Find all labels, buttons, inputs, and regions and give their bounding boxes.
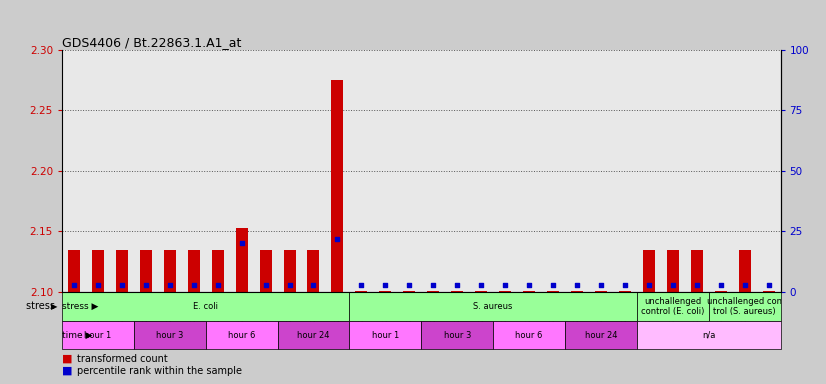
Bar xyxy=(547,291,559,292)
Bar xyxy=(421,321,493,349)
Point xyxy=(91,281,104,288)
Bar xyxy=(499,291,511,292)
Point xyxy=(115,281,129,288)
Text: hour 24: hour 24 xyxy=(297,331,330,339)
Point xyxy=(762,281,775,288)
Point xyxy=(402,281,415,288)
Bar xyxy=(307,250,320,292)
Point xyxy=(67,281,81,288)
Point xyxy=(426,281,439,288)
Bar xyxy=(355,291,368,292)
Bar xyxy=(714,291,727,292)
Text: S. aureus: S. aureus xyxy=(473,302,513,311)
Point xyxy=(139,281,152,288)
Bar xyxy=(475,291,487,292)
Bar xyxy=(134,321,206,349)
Point xyxy=(498,281,511,288)
Bar xyxy=(523,291,535,292)
Bar xyxy=(331,80,344,292)
Bar xyxy=(637,321,781,349)
Bar xyxy=(738,250,751,292)
Text: stress ▶: stress ▶ xyxy=(62,302,98,311)
Bar xyxy=(62,321,134,349)
Bar xyxy=(188,250,200,292)
Point xyxy=(330,235,344,242)
Bar xyxy=(379,291,392,292)
Text: GDS4406 / Bt.22863.1.A1_at: GDS4406 / Bt.22863.1.A1_at xyxy=(62,36,241,49)
Point xyxy=(211,281,224,288)
Bar xyxy=(667,250,679,292)
Text: hour 3: hour 3 xyxy=(156,331,183,339)
Point xyxy=(306,281,320,288)
Bar xyxy=(116,250,128,292)
Bar xyxy=(259,250,272,292)
Text: hour 3: hour 3 xyxy=(444,331,471,339)
Point xyxy=(546,281,559,288)
Bar xyxy=(68,250,80,292)
Point xyxy=(618,281,631,288)
Text: transformed count: transformed count xyxy=(77,354,168,364)
Point xyxy=(450,281,463,288)
Point xyxy=(714,281,727,288)
Bar xyxy=(691,250,703,292)
Bar xyxy=(283,250,296,292)
Bar xyxy=(278,321,349,349)
Bar xyxy=(643,250,655,292)
Text: hour 1: hour 1 xyxy=(84,331,112,339)
Bar xyxy=(92,250,104,292)
Point xyxy=(594,281,607,288)
Text: unchallenged
control (E. coli): unchallenged control (E. coli) xyxy=(641,296,705,316)
Point xyxy=(522,281,535,288)
Bar xyxy=(595,291,607,292)
Bar xyxy=(565,321,637,349)
Text: unchallenged con
trol (S. aureus): unchallenged con trol (S. aureus) xyxy=(707,296,782,316)
Bar xyxy=(619,291,631,292)
Bar xyxy=(206,321,278,349)
Text: hour 6: hour 6 xyxy=(515,331,543,339)
Point xyxy=(738,281,751,288)
Bar xyxy=(571,291,583,292)
Bar xyxy=(637,292,709,321)
Point xyxy=(235,240,248,247)
Bar xyxy=(493,321,565,349)
Text: time ▶: time ▶ xyxy=(62,331,93,339)
Text: hour 24: hour 24 xyxy=(585,331,617,339)
Bar xyxy=(349,321,421,349)
Point xyxy=(378,281,392,288)
Bar xyxy=(709,292,781,321)
Point xyxy=(666,281,679,288)
Point xyxy=(474,281,487,288)
Bar xyxy=(211,250,224,292)
Bar xyxy=(62,292,349,321)
Bar xyxy=(427,291,439,292)
Text: hour 1: hour 1 xyxy=(372,331,399,339)
Text: ■: ■ xyxy=(62,354,76,364)
Point xyxy=(259,281,272,288)
Bar xyxy=(403,291,415,292)
Point xyxy=(642,281,655,288)
Bar xyxy=(164,250,176,292)
Bar xyxy=(235,228,248,292)
Point xyxy=(163,281,176,288)
Text: hour 6: hour 6 xyxy=(228,331,255,339)
Bar xyxy=(349,292,637,321)
Text: stress: stress xyxy=(26,301,58,311)
Text: E. coli: E. coli xyxy=(193,302,218,311)
Bar xyxy=(451,291,463,292)
Bar xyxy=(140,250,152,292)
Text: ▶: ▶ xyxy=(51,302,58,311)
Point xyxy=(187,281,200,288)
Text: percentile rank within the sample: percentile rank within the sample xyxy=(77,366,242,376)
Text: ■: ■ xyxy=(62,366,76,376)
Point xyxy=(690,281,703,288)
Point xyxy=(354,281,368,288)
Point xyxy=(570,281,583,288)
Bar xyxy=(762,291,775,292)
Text: n/a: n/a xyxy=(702,331,715,339)
Point xyxy=(282,281,296,288)
